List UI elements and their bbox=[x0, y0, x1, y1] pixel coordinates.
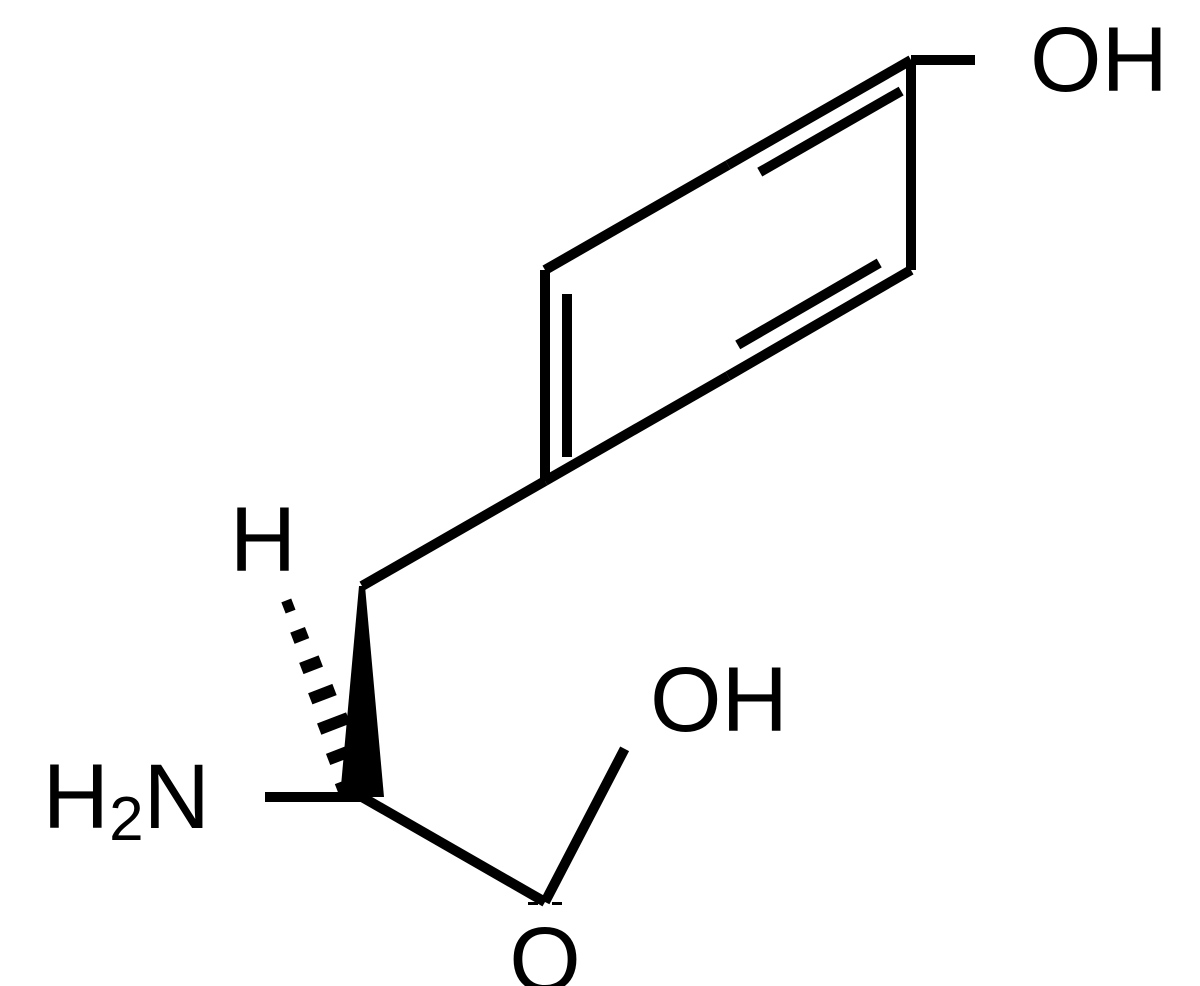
molecule-diagram: OH H2N H OH O bbox=[0, 0, 1200, 986]
atom-label-N_amine: H2N bbox=[43, 746, 210, 854]
atom-label-O_carbonyl: O bbox=[509, 909, 581, 986]
atom-label-O_hydroxyl: OH bbox=[650, 649, 788, 751]
atom-label-H_stereo: H bbox=[230, 489, 296, 591]
atom-label-O_phenol: OH bbox=[1030, 9, 1168, 111]
